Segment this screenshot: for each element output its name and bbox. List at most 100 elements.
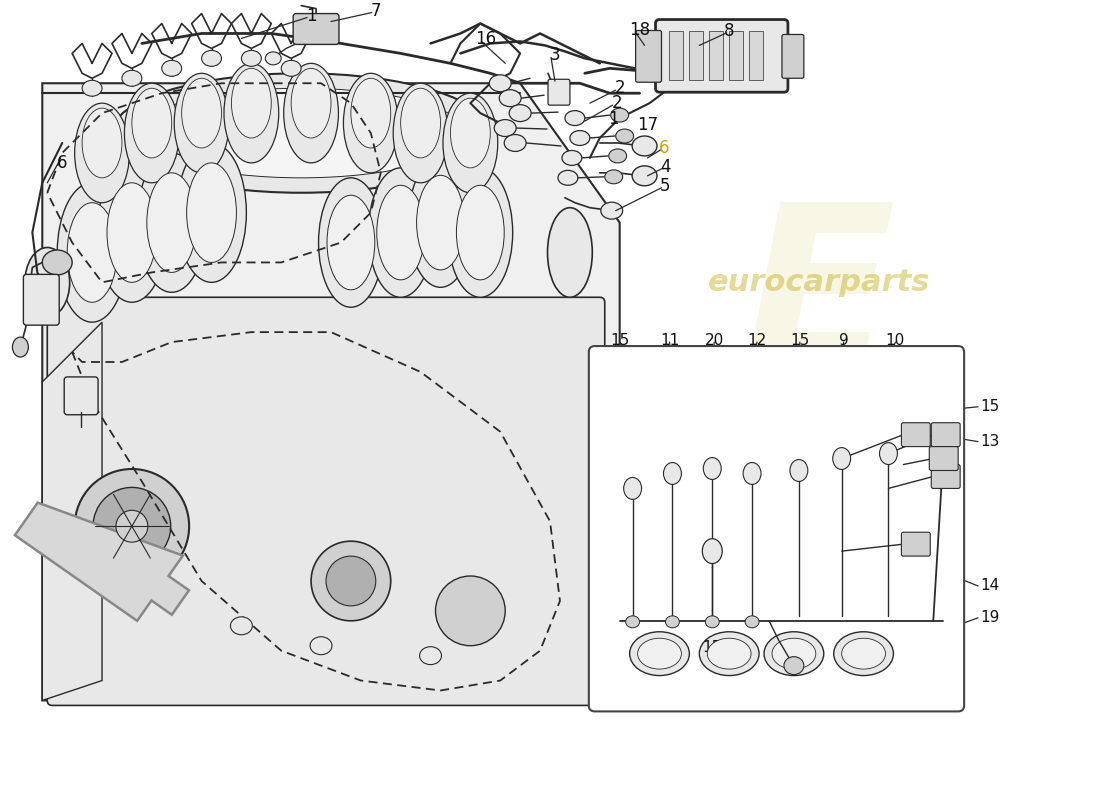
- FancyBboxPatch shape: [901, 422, 931, 446]
- FancyBboxPatch shape: [64, 377, 98, 414]
- Ellipse shape: [177, 143, 246, 282]
- Ellipse shape: [67, 202, 117, 302]
- Ellipse shape: [562, 150, 582, 166]
- Ellipse shape: [616, 129, 634, 143]
- Ellipse shape: [610, 108, 628, 122]
- FancyBboxPatch shape: [656, 19, 788, 92]
- Text: 1: 1: [608, 110, 619, 128]
- Ellipse shape: [12, 337, 29, 357]
- Ellipse shape: [284, 63, 339, 163]
- Ellipse shape: [75, 469, 189, 583]
- Ellipse shape: [703, 458, 722, 479]
- Ellipse shape: [311, 541, 390, 621]
- Ellipse shape: [744, 462, 761, 485]
- Ellipse shape: [112, 74, 491, 193]
- Ellipse shape: [187, 163, 236, 262]
- Ellipse shape: [224, 63, 278, 163]
- Text: 13: 13: [980, 434, 1000, 449]
- Ellipse shape: [833, 447, 850, 470]
- Ellipse shape: [174, 74, 229, 173]
- Ellipse shape: [663, 462, 681, 485]
- Text: 1: 1: [306, 6, 317, 25]
- Ellipse shape: [417, 175, 464, 270]
- Ellipse shape: [504, 134, 526, 151]
- Text: 2: 2: [615, 79, 625, 98]
- Ellipse shape: [548, 208, 592, 298]
- Ellipse shape: [443, 94, 497, 193]
- Ellipse shape: [558, 170, 578, 186]
- Ellipse shape: [82, 108, 122, 178]
- Ellipse shape: [393, 83, 448, 182]
- Ellipse shape: [419, 646, 441, 665]
- Ellipse shape: [326, 556, 376, 606]
- Ellipse shape: [499, 90, 521, 106]
- Ellipse shape: [601, 202, 623, 219]
- Polygon shape: [42, 322, 102, 701]
- Ellipse shape: [162, 60, 182, 76]
- Ellipse shape: [666, 616, 680, 628]
- Ellipse shape: [509, 105, 531, 122]
- Ellipse shape: [784, 657, 804, 674]
- Ellipse shape: [705, 616, 719, 628]
- Bar: [729, 31, 744, 80]
- Ellipse shape: [122, 70, 142, 86]
- Ellipse shape: [231, 68, 272, 138]
- Text: 19: 19: [980, 610, 1000, 626]
- Text: E: E: [742, 195, 894, 410]
- Ellipse shape: [436, 576, 505, 646]
- FancyBboxPatch shape: [901, 532, 931, 556]
- Ellipse shape: [880, 442, 898, 465]
- Ellipse shape: [638, 51, 649, 60]
- Ellipse shape: [408, 158, 473, 287]
- Ellipse shape: [351, 78, 390, 148]
- Ellipse shape: [608, 149, 627, 163]
- Text: 18: 18: [629, 22, 650, 39]
- Ellipse shape: [75, 103, 130, 202]
- Bar: [690, 31, 703, 80]
- Ellipse shape: [230, 617, 252, 634]
- Bar: [710, 31, 723, 80]
- Text: 3: 3: [550, 46, 560, 64]
- FancyBboxPatch shape: [930, 446, 958, 470]
- FancyBboxPatch shape: [932, 422, 960, 446]
- Text: eurocarparts: eurocarparts: [707, 268, 930, 297]
- Ellipse shape: [241, 50, 262, 66]
- FancyBboxPatch shape: [47, 298, 605, 706]
- Text: 11: 11: [660, 333, 679, 347]
- Ellipse shape: [790, 459, 807, 482]
- Ellipse shape: [116, 510, 147, 542]
- FancyBboxPatch shape: [294, 14, 339, 45]
- Ellipse shape: [456, 186, 504, 280]
- Ellipse shape: [201, 50, 221, 66]
- Ellipse shape: [490, 74, 512, 92]
- FancyBboxPatch shape: [782, 34, 804, 78]
- Text: 12: 12: [747, 333, 767, 347]
- FancyBboxPatch shape: [636, 30, 661, 82]
- Polygon shape: [15, 502, 189, 621]
- Ellipse shape: [707, 638, 751, 669]
- Polygon shape: [42, 83, 619, 701]
- Ellipse shape: [136, 153, 207, 292]
- Text: 15: 15: [610, 333, 629, 347]
- Text: 15: 15: [703, 640, 722, 655]
- Bar: [749, 31, 763, 80]
- Ellipse shape: [319, 178, 383, 307]
- Bar: [670, 31, 683, 80]
- Ellipse shape: [626, 616, 639, 628]
- Text: 10: 10: [886, 333, 905, 347]
- Ellipse shape: [292, 68, 331, 138]
- Ellipse shape: [451, 98, 491, 168]
- Text: 5: 5: [660, 177, 671, 194]
- Ellipse shape: [146, 173, 197, 272]
- Ellipse shape: [377, 186, 425, 280]
- Ellipse shape: [136, 88, 465, 178]
- Ellipse shape: [764, 632, 824, 675]
- Ellipse shape: [25, 247, 69, 317]
- Ellipse shape: [605, 170, 623, 184]
- Ellipse shape: [448, 168, 513, 298]
- Text: 9: 9: [839, 333, 848, 347]
- Text: 16: 16: [475, 30, 496, 49]
- Ellipse shape: [327, 195, 375, 290]
- Ellipse shape: [132, 88, 172, 158]
- Text: 14: 14: [980, 578, 999, 594]
